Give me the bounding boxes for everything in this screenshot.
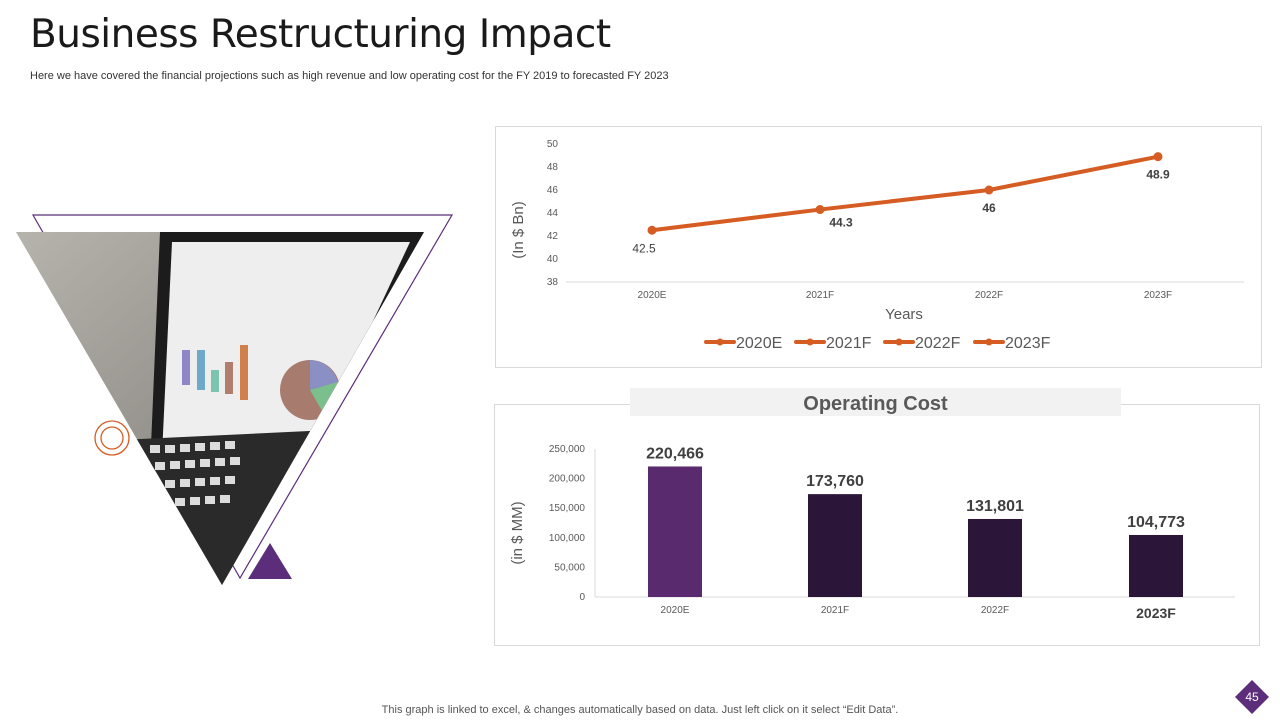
revenue-series-line — [651, 154, 1159, 233]
page-number: 45 — [1245, 690, 1259, 704]
y-axis-title: (in $ MM) — [509, 501, 526, 564]
operating-cost-bar — [808, 494, 862, 597]
y-tick-label: 44 — [547, 208, 559, 219]
x-tick-label: 2021F — [806, 290, 834, 301]
bar-data-label: 131,801 — [966, 498, 1024, 515]
y-tick-label: 200,000 — [549, 474, 586, 485]
y-tick-label: 48 — [547, 162, 559, 173]
operating-cost-bar — [968, 518, 1022, 597]
revenue-data-label: 48.9 — [1146, 168, 1170, 182]
revenue-point — [815, 205, 825, 215]
y-tick-label: 42 — [547, 231, 559, 242]
legend-entry: 2023F — [1005, 335, 1051, 352]
page-number-badge: 45 — [1235, 680, 1269, 714]
legend-swatch-marker — [806, 338, 814, 346]
footer-note: This graph is linked to excel, & changes… — [381, 704, 899, 716]
x-tick-label: 2023F — [1144, 290, 1172, 301]
y-tick-label: 0 — [579, 592, 585, 603]
x-tick-label: 2020E — [638, 290, 667, 301]
diamond-badge-icon — [1235, 680, 1269, 714]
x-tick-label: 2020E — [661, 605, 690, 616]
laptop-illustration — [16, 214, 454, 585]
legend-swatch-marker — [716, 338, 724, 346]
y-tick-label: 150,000 — [549, 503, 586, 514]
operating-cost-bar — [648, 466, 702, 597]
revenue-point — [1153, 152, 1163, 162]
x-tick-label: 2023F — [1136, 605, 1176, 621]
y-tick-label: 38 — [547, 277, 559, 288]
y-tick-label: 250,000 — [549, 444, 586, 455]
y-tick-label: 50,000 — [554, 562, 585, 573]
revenue-data-label: 42.5 — [632, 241, 656, 255]
legend-entry: 2021F — [826, 335, 872, 352]
operating-cost-bar-chart: 0 50,000 100,000 150,000 200,000 250,000 (in $… — [509, 444, 1235, 621]
x-axis-title: Years — [885, 306, 923, 323]
y-tick-label: 50 — [547, 139, 559, 150]
revenue-line-chart-panel: 38 40 42 44 46 48 50 2020E 2021F 2022F 2023F (In $ … — [495, 126, 1262, 368]
legend-entry: 2022F — [915, 335, 961, 352]
legend-entry: 2020E — [736, 335, 782, 352]
operating-cost-chart-panel: 0 50,000 100,000 150,000 200,000 250,000 (in $… — [494, 404, 1260, 646]
bar-data-label: 104,773 — [1127, 514, 1185, 531]
revenue-line-chart: 38 40 42 44 46 48 50 2020E 2021F 2022F 2023F (In $ … — [510, 139, 1244, 352]
y-tick-label: 100,000 — [549, 533, 586, 544]
y-axis-title: (In $ Bn) — [510, 201, 527, 259]
revenue-data-label: 46 — [982, 201, 996, 215]
page-title: Business Restructuring Impact — [30, 12, 611, 57]
revenue-point — [647, 225, 657, 235]
revenue-point — [984, 185, 994, 195]
revenue-data-label: 44.3 — [829, 216, 853, 230]
x-tick-label: 2022F — [981, 605, 1009, 616]
legend-swatch-marker — [985, 338, 993, 346]
y-tick-label: 46 — [547, 185, 559, 196]
x-tick-label: 2021F — [821, 605, 849, 616]
operating-cost-chart-title: Operating Cost — [630, 388, 1121, 416]
y-tick-label: 40 — [547, 254, 559, 265]
page-subtitle: Here we have covered the financial proje… — [30, 70, 669, 82]
bar-data-label: 220,466 — [646, 445, 704, 462]
x-tick-label: 2022F — [975, 290, 1003, 301]
bar-data-label: 173,760 — [806, 473, 864, 490]
legend-swatch-marker — [895, 338, 903, 346]
operating-cost-bar — [1129, 534, 1183, 597]
